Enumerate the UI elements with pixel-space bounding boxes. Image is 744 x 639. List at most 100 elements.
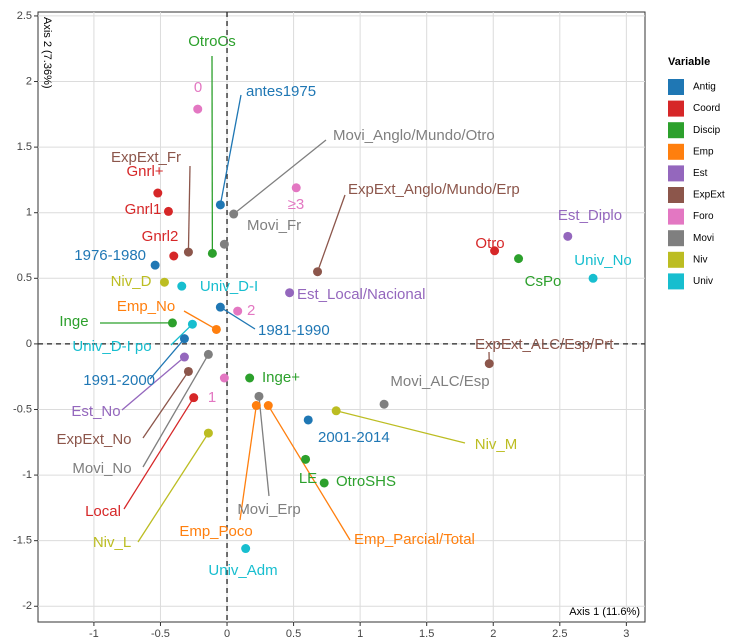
point-label: ExpExt_ALC/Esp/Prt <box>475 336 614 353</box>
point <box>490 246 500 256</box>
point <box>167 318 177 328</box>
legend-label: Antig <box>693 82 716 93</box>
point <box>313 267 323 277</box>
point <box>563 231 573 241</box>
point <box>219 373 229 383</box>
point-label: 2001-2014 <box>318 429 390 446</box>
point <box>331 406 341 416</box>
y-tick-label: 1.5 <box>17 141 32 153</box>
leader-line <box>267 405 351 541</box>
point-label: Movi_Fr <box>247 217 301 234</box>
point-label: OtroSHS <box>336 473 396 490</box>
point-label: Movi_No <box>72 460 131 477</box>
y-tick-label: 0 <box>26 338 32 350</box>
point-label: Univ_D-I po <box>72 338 151 355</box>
point <box>187 319 197 329</box>
x-tick-label: -1 <box>89 628 99 639</box>
point-label: 0 <box>194 79 202 96</box>
point-label: Emp_Poco <box>179 523 252 540</box>
legend-label: Niv <box>693 254 707 265</box>
point-label: Est_Local/Nacional <box>297 286 425 303</box>
point-label: Gnrl+ <box>126 163 163 180</box>
point-label: Niv_D <box>111 273 152 290</box>
point <box>203 428 213 438</box>
point <box>245 373 255 383</box>
point <box>514 254 524 264</box>
legend-label: Est <box>693 168 708 179</box>
legend-swatch <box>668 187 684 203</box>
point-label: OtroCs <box>188 33 236 50</box>
point-label: Gnrl1 <box>125 201 162 218</box>
y-tick-label: -1 <box>22 469 32 481</box>
leader-line <box>239 405 257 521</box>
x-tick-label: 1 <box>357 628 363 639</box>
legend-swatch <box>668 230 684 247</box>
x-tick-label: 3 <box>623 628 629 639</box>
point-label: Niv_M <box>475 436 518 453</box>
leader-line <box>149 338 185 380</box>
point <box>183 366 193 376</box>
point-label: Est_No <box>71 403 120 420</box>
y-tick-label: 0.5 <box>17 272 32 284</box>
x-axis-label: Axis 1 (11.6%) <box>569 606 640 618</box>
point <box>183 247 193 257</box>
point-label: Univ_Adm <box>208 562 277 579</box>
x-tick-label: 1.5 <box>419 628 434 639</box>
plot-frame <box>37 11 646 623</box>
point <box>251 401 261 411</box>
point <box>219 239 229 249</box>
legend-label: Coord <box>693 103 720 114</box>
y-tick-label: -1.5 <box>13 535 32 547</box>
point-label: Local <box>85 503 121 520</box>
point <box>159 277 169 287</box>
legend-swatch <box>668 251 684 268</box>
leader-line <box>219 94 242 205</box>
point-label: ExpExt_No <box>56 431 131 448</box>
y-tick-label: -0.5 <box>13 403 32 415</box>
leader-line <box>123 397 195 510</box>
leader-line <box>170 323 193 346</box>
point-label: antes1975 <box>246 83 316 100</box>
point-label: Movi_Anglo/Mundo/Otro <box>333 127 495 144</box>
point-label: Movi_ALC/Esp <box>390 373 489 390</box>
point-label: Univ_No <box>574 252 632 269</box>
legend-swatch <box>668 143 684 160</box>
point <box>179 334 189 344</box>
leader-line <box>187 165 191 253</box>
point-label: Niv_L <box>93 534 131 551</box>
leader-line <box>258 396 270 497</box>
y-tick-label: 2.5 <box>17 10 32 22</box>
legend-swatch <box>668 100 684 117</box>
point-label: Emp_Parcial/Total <box>354 531 475 548</box>
point-label: Univ_D-I <box>200 278 258 295</box>
point-label: 1981-1990 <box>258 322 330 339</box>
legend-title: Variable <box>668 56 710 68</box>
point <box>254 391 264 401</box>
y-tick-label: 1 <box>26 207 32 219</box>
point <box>150 260 160 270</box>
legend-label: Movi <box>693 233 714 244</box>
leader-line <box>233 139 327 215</box>
leader-line <box>142 371 189 439</box>
x-tick-label: 2 <box>490 628 496 639</box>
point-label: Inge <box>59 313 88 330</box>
point <box>229 209 239 219</box>
point <box>215 200 225 210</box>
legend-swatch <box>668 165 684 182</box>
point <box>263 401 273 411</box>
y-tick-label: 2 <box>26 75 32 87</box>
point-label: ExpExt_Fr <box>111 149 181 166</box>
point <box>177 281 187 291</box>
x-tick-label: 0.5 <box>286 628 301 639</box>
legend-label: Foro <box>693 211 714 222</box>
x-tick-label: 2.5 <box>552 628 567 639</box>
point <box>291 183 301 193</box>
x-tick-label: 0 <box>224 628 230 639</box>
point <box>153 188 163 198</box>
point <box>379 399 389 409</box>
point-label: Otro <box>475 235 504 252</box>
point <box>215 302 225 312</box>
legend-label: ExpExt <box>693 190 725 201</box>
point-label: 1 <box>208 389 216 406</box>
